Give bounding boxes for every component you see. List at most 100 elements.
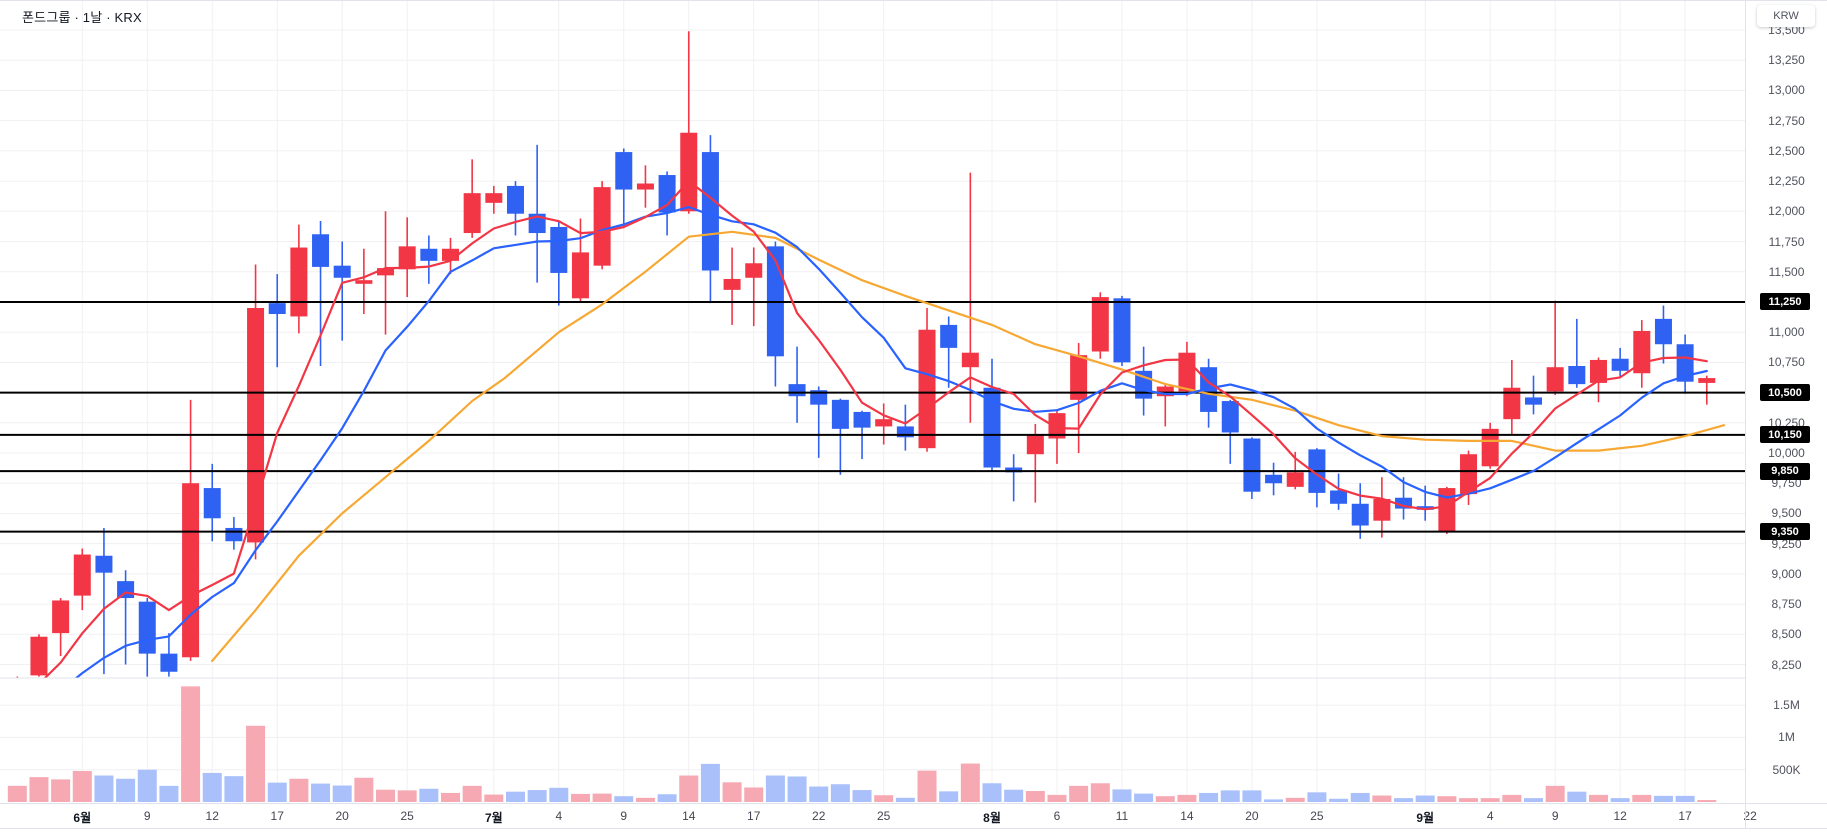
volume-bar bbox=[1697, 800, 1717, 802]
candle-body bbox=[680, 132, 698, 212]
volume-bar bbox=[570, 793, 590, 802]
volume-bar bbox=[614, 796, 634, 802]
time-tick-label: 4 bbox=[1486, 809, 1494, 823]
volume-tick-label: 500K bbox=[1772, 762, 1801, 777]
volume-bar bbox=[72, 770, 92, 802]
price-level-tag: 11,250 bbox=[1760, 293, 1810, 311]
candle-body bbox=[182, 483, 200, 658]
candle-body bbox=[1568, 365, 1586, 385]
candle-body bbox=[203, 488, 221, 519]
price-tick-label: 9,500 bbox=[1771, 506, 1802, 521]
volume-bar bbox=[397, 790, 417, 802]
time-tick-label: 4 bbox=[555, 809, 563, 823]
chart-canvas[interactable] bbox=[0, 1, 1745, 836]
volume-bar bbox=[1675, 795, 1695, 802]
time-tick-label: 12 bbox=[205, 809, 219, 823]
candle-body bbox=[550, 227, 568, 273]
candle-body bbox=[745, 263, 763, 278]
volume-bar bbox=[765, 775, 785, 802]
candle-body bbox=[940, 324, 958, 348]
volume-bar bbox=[1632, 794, 1652, 802]
candle-body bbox=[571, 252, 589, 299]
volume-bar bbox=[1047, 794, 1067, 802]
candle-body bbox=[160, 653, 178, 672]
price-axis[interactable]: KRW 13,500 13,250 13,000 12,750 12,500 12,250… bbox=[1745, 1, 1827, 829]
volume-bar bbox=[700, 763, 720, 802]
candle-body bbox=[615, 152, 633, 190]
price-tick-label: 10,750 bbox=[1768, 355, 1805, 370]
candle-body bbox=[1589, 359, 1607, 383]
candle-body bbox=[1611, 358, 1629, 371]
volume-bar bbox=[181, 686, 201, 802]
volume-bar bbox=[1025, 791, 1045, 802]
volume-bar bbox=[159, 785, 179, 802]
time-tick-label: 12 bbox=[1613, 809, 1627, 823]
volume-bar bbox=[1588, 794, 1608, 802]
candle-body bbox=[983, 387, 1001, 468]
time-tick-label: 14 bbox=[1180, 809, 1194, 823]
candle-body bbox=[95, 555, 113, 573]
candle-body bbox=[1481, 428, 1499, 467]
candle-body bbox=[723, 278, 741, 290]
volume-bar bbox=[917, 770, 937, 802]
candle-body bbox=[788, 384, 806, 397]
price-tick-label: 10,250 bbox=[1768, 415, 1805, 430]
volume-bar bbox=[484, 794, 504, 802]
candle-body bbox=[1676, 344, 1694, 382]
volume-bar bbox=[527, 790, 547, 802]
volume-bar bbox=[505, 791, 525, 802]
candle-body bbox=[1654, 318, 1672, 345]
price-tick-label: 13,250 bbox=[1768, 53, 1805, 68]
volume-bar bbox=[1155, 796, 1175, 802]
time-tick-label: 6 bbox=[1053, 809, 1061, 823]
volume-bar bbox=[592, 793, 612, 802]
symbol-title[interactable]: 폰드그룹 · 1날 · KRX bbox=[22, 10, 142, 25]
candle-body bbox=[290, 247, 308, 317]
candle-body bbox=[1091, 297, 1109, 352]
volume-bar bbox=[246, 725, 266, 802]
candle-body bbox=[52, 600, 70, 634]
time-tick-label: 25 bbox=[877, 809, 891, 823]
candle-body bbox=[377, 268, 395, 276]
time-axis[interactable]: 6월 9 12 17 20 25 7월 4 9 14 17 22 25 8월 6 11 14 20 25 9월 4 9 12… bbox=[0, 803, 1827, 829]
volume-bar bbox=[1090, 783, 1110, 802]
time-tick-label: 8월 bbox=[983, 811, 1001, 825]
volume-bar bbox=[679, 775, 699, 802]
candle-body bbox=[1026, 434, 1044, 455]
candle-body bbox=[1243, 438, 1261, 492]
candle-body bbox=[1286, 472, 1304, 487]
volume-layer bbox=[7, 686, 1717, 802]
volume-bar bbox=[787, 776, 807, 802]
price-tick-label: 9,250 bbox=[1771, 536, 1802, 551]
price-tick-label: 10,000 bbox=[1768, 446, 1805, 460]
candle-body bbox=[333, 265, 351, 278]
time-tick-label: 17 bbox=[270, 809, 284, 823]
candle-body bbox=[875, 419, 893, 427]
volume-bar bbox=[332, 785, 352, 802]
price-tick-label: 9,000 bbox=[1771, 566, 1802, 581]
ma-mid-line bbox=[74, 206, 1708, 678]
candle-body bbox=[853, 411, 871, 428]
candle-body bbox=[1373, 498, 1391, 521]
time-tick-label: 20 bbox=[335, 809, 349, 823]
currency-toggle-button[interactable]: KRW bbox=[1757, 5, 1815, 27]
volume-bar bbox=[311, 783, 331, 802]
candle-body bbox=[831, 399, 849, 429]
candle-body bbox=[463, 193, 481, 234]
price-tick-label: 13,000 bbox=[1768, 83, 1805, 98]
volume-bar bbox=[1372, 795, 1392, 802]
price-tick-label: 11,750 bbox=[1768, 234, 1805, 249]
volume-bar bbox=[202, 772, 222, 802]
volume-bar bbox=[462, 785, 482, 802]
candle-body bbox=[810, 390, 828, 405]
volume-bar bbox=[939, 791, 959, 802]
candle-body bbox=[1525, 397, 1542, 405]
candle-body bbox=[1005, 467, 1023, 473]
volume-bar bbox=[1285, 797, 1305, 802]
volume-bar bbox=[51, 779, 71, 802]
ma-layer bbox=[43, 180, 1726, 678]
volume-bar bbox=[419, 788, 439, 802]
volume-bar bbox=[1329, 798, 1349, 802]
candle-body bbox=[268, 303, 286, 315]
